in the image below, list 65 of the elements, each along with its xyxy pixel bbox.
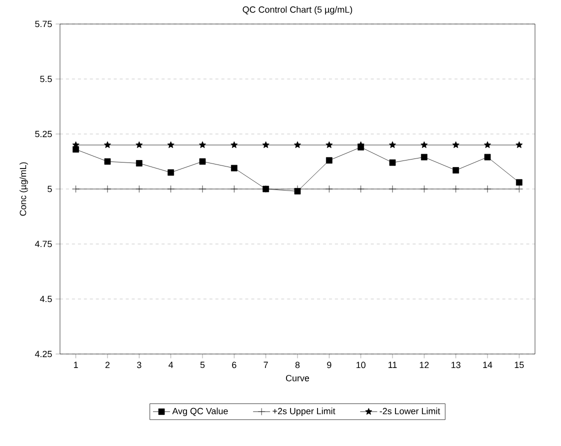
point <box>198 185 206 193</box>
point <box>516 179 522 186</box>
point <box>104 185 112 193</box>
x-tick-label: 4 <box>168 362 174 368</box>
point <box>357 185 365 193</box>
point <box>199 158 206 165</box>
point <box>325 185 333 193</box>
x-axis-title: Curve <box>286 374 310 382</box>
x-tick-label: 13 <box>452 362 460 368</box>
point <box>104 141 112 148</box>
point <box>72 185 80 193</box>
point <box>388 141 396 148</box>
x-tick-label: 7 <box>264 362 268 368</box>
x-tick-label: 6 <box>232 362 236 368</box>
point <box>198 141 206 148</box>
y-tick-label: 4.75 <box>34 240 52 248</box>
point <box>484 185 492 193</box>
point <box>389 159 396 166</box>
point <box>420 154 428 160</box>
point <box>420 141 428 148</box>
x-tick-label: 11 <box>388 362 397 368</box>
y-tick-label: 5.75 <box>35 20 52 28</box>
point <box>420 185 428 193</box>
point <box>484 154 491 160</box>
point <box>167 141 174 148</box>
x-tick-label: 9 <box>327 362 332 368</box>
y-tick-label: 5.5 <box>40 76 52 82</box>
y-tick-label: 4.5 <box>40 296 52 302</box>
point <box>294 141 302 148</box>
point <box>452 185 460 193</box>
chart-title: QC Control Chart (5 µg/mL) <box>242 6 352 14</box>
point <box>136 160 142 166</box>
point <box>516 141 523 148</box>
y-tick-label: 4.25 <box>34 350 52 358</box>
x-tick-label: 14 <box>483 362 492 368</box>
y-tick-label: 5 <box>48 186 52 192</box>
legend-label: -2s Lower Limit <box>380 408 440 414</box>
point <box>104 158 111 165</box>
point <box>452 141 460 148</box>
point <box>135 185 143 193</box>
point <box>136 141 143 148</box>
point <box>515 185 523 193</box>
x-tick-label: 5 <box>200 362 205 368</box>
point <box>230 141 238 148</box>
point <box>388 185 396 193</box>
point <box>230 164 238 172</box>
y-tick-label: 5.25 <box>35 130 52 138</box>
x-tick-label: 3 <box>137 362 142 368</box>
point <box>326 141 333 148</box>
x-tick-label: 12 <box>420 362 429 368</box>
point <box>452 167 460 174</box>
legend-label: Avg QC Value <box>172 408 228 416</box>
point <box>230 185 238 193</box>
x-tick-label: 2 <box>105 362 110 368</box>
y-axis-title: Conc (µg/mL) <box>20 162 28 216</box>
point <box>326 157 332 164</box>
point <box>167 185 175 193</box>
x-tick-label: 8 <box>295 362 300 368</box>
point <box>262 141 270 148</box>
point <box>484 141 492 148</box>
x-tick-label: 1 <box>74 362 78 368</box>
x-tick-label: 15 <box>514 362 524 368</box>
point <box>168 169 174 176</box>
legend-label: +2s Upper Limit <box>272 408 336 416</box>
x-tick-label: 10 <box>356 362 366 368</box>
